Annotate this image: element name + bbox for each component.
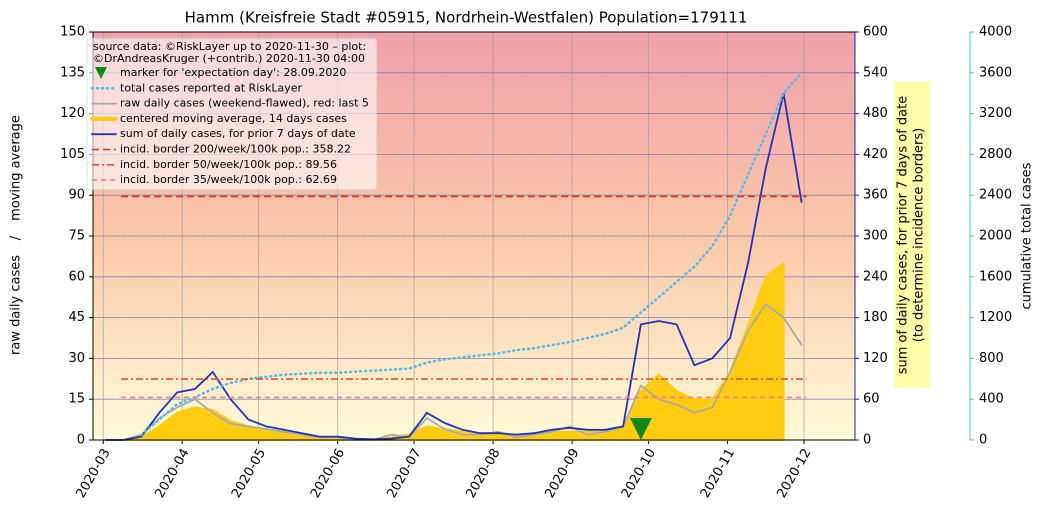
y-label: raw daily cases: [9, 255, 24, 355]
y3-tick-label: 3200: [979, 106, 1012, 121]
legend-label: incid. border 35/week/100k pop.: 62.69: [120, 173, 337, 186]
y3-tick-label: 1600: [979, 269, 1012, 284]
y2-label: (to determine incidence borders): [912, 128, 927, 343]
x-tick-label: 2020-03: [74, 446, 114, 501]
y-tick-label: 105: [60, 147, 85, 162]
y-tick-label: 15: [68, 392, 85, 407]
y2-tick-label: 180: [863, 310, 888, 325]
chart-title: Hamm (Kreisfreie Stadt #05915, Nordrhein…: [185, 9, 748, 27]
y3-tick-label: 800: [979, 351, 1004, 366]
y2-tick-label: 120: [863, 351, 888, 366]
x-tick-label: 2020-08: [463, 446, 503, 501]
source-note: ©DrAndreasKruger (+contrib.) 2020-11-30 …: [93, 52, 365, 65]
y2-tick-label: 360: [863, 188, 888, 203]
y2-tick-label: 600: [863, 25, 888, 40]
y-tick-label: 150: [60, 25, 85, 40]
y2-tick-label: 300: [863, 229, 888, 244]
y-tick-label: 60: [68, 269, 85, 284]
legend-label: incid. border 200/week/100k pop.: 358.22: [120, 143, 351, 156]
y-tick-label: 45: [68, 310, 85, 325]
y-label: /: [9, 235, 24, 240]
y2-tick-label: 60: [863, 392, 880, 407]
area: [105, 261, 785, 441]
y3-tick-label: 3600: [979, 65, 1012, 80]
legend-label: marker for 'expectation day': 28.09.2020: [120, 66, 346, 79]
y-label: moving average: [9, 115, 24, 221]
x-tick-label: 2020-09: [542, 446, 582, 501]
x-tick-label: 2020-10: [619, 446, 659, 501]
legend-label: incid. border 50/week/100k pop.: 89.56: [120, 158, 337, 171]
y-tick-label: 30: [68, 351, 85, 366]
x-tick-label: 2020-05: [229, 446, 269, 501]
y3-tick-label: 4000: [979, 25, 1012, 40]
legend-marker: [95, 67, 107, 79]
y2-label-box: [894, 82, 930, 388]
legend-label: sum of daily cases, for prior 7 days of …: [120, 127, 356, 140]
legend-box: [86, 37, 378, 191]
y-tick-label: 135: [60, 65, 85, 80]
y3-tick-label: 2400: [979, 188, 1012, 203]
y3-tick-label: 400: [979, 392, 1004, 407]
x-tick-label: 2020-06: [308, 446, 348, 501]
y2-tick-label: 540: [863, 65, 888, 80]
y2-tick-label: 480: [863, 106, 888, 121]
x-tick-label: 2020-11: [698, 446, 738, 501]
y-tick-label: 90: [68, 188, 85, 203]
y-tick-label: 0: [77, 433, 85, 448]
legend-label: total cases reported at RiskLayer: [120, 81, 303, 94]
y-tick-label: 75: [68, 229, 85, 244]
y2-tick-label: 420: [863, 147, 888, 162]
y3-label: cumulative total cases: [1020, 162, 1035, 309]
legend-label: centered moving average, 14 days cases: [120, 112, 347, 125]
legend-label: raw daily cases (weekend-flawed), red: l…: [120, 97, 369, 110]
line: [104, 302, 803, 441]
y2-tick-label: 240: [863, 269, 888, 284]
y-tick-label: 120: [60, 106, 85, 121]
x-tick-label: 2020-04: [153, 446, 193, 501]
x-tick-label: 2020-12: [774, 446, 814, 501]
y2-tick-label: 0: [863, 433, 871, 448]
y3-tick-label: 2800: [979, 147, 1012, 162]
y3-tick-label: 0: [979, 433, 987, 448]
y3-tick-label: 2000: [979, 229, 1012, 244]
x-tick-label: 2020-07: [384, 446, 424, 501]
y3-tick-label: 1200: [979, 310, 1012, 325]
expectation-marker: [629, 418, 652, 440]
source-note: source data: ©RiskLayer up to 2020-11-30…: [93, 40, 366, 53]
y2-label: sum of daily cases, for prior 7 days of …: [896, 96, 911, 375]
